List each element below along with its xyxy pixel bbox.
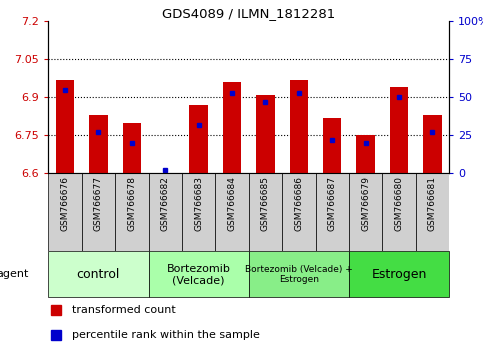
Bar	[315, 173, 349, 251]
Bar	[416, 173, 449, 251]
Bar	[383, 173, 416, 251]
Text: GSM766682: GSM766682	[161, 176, 170, 231]
Text: transformed count: transformed count	[72, 305, 176, 315]
Text: agent: agent	[0, 269, 28, 279]
Text: control: control	[77, 268, 120, 281]
Bar	[189, 105, 208, 173]
Bar	[56, 80, 74, 173]
Bar	[149, 173, 182, 251]
Text: GSM766677: GSM766677	[94, 176, 103, 231]
Text: Bortezomib
(Velcade): Bortezomib (Velcade)	[167, 263, 230, 285]
Bar	[149, 251, 249, 297]
Bar	[48, 251, 149, 297]
Text: GSM766679: GSM766679	[361, 176, 370, 231]
Bar	[423, 115, 441, 173]
Bar	[249, 251, 349, 297]
Text: GSM766685: GSM766685	[261, 176, 270, 231]
Bar	[282, 173, 315, 251]
Bar	[290, 80, 308, 173]
Bar	[323, 118, 341, 173]
Bar	[349, 251, 449, 297]
Bar	[256, 95, 275, 173]
Bar	[223, 82, 241, 173]
Bar	[82, 173, 115, 251]
Text: percentile rank within the sample: percentile rank within the sample	[72, 330, 260, 339]
Text: GSM766683: GSM766683	[194, 176, 203, 231]
Text: Bortezomib (Velcade) +
Estrogen: Bortezomib (Velcade) + Estrogen	[245, 265, 353, 284]
Text: Estrogen: Estrogen	[371, 268, 427, 281]
Bar	[215, 173, 249, 251]
Bar	[390, 87, 408, 173]
Bar	[123, 123, 141, 173]
Bar	[48, 173, 82, 251]
Bar	[115, 173, 149, 251]
Text: GSM766684: GSM766684	[227, 176, 237, 231]
Text: GSM766686: GSM766686	[294, 176, 303, 231]
Text: GSM766681: GSM766681	[428, 176, 437, 231]
Text: GSM766680: GSM766680	[395, 176, 404, 231]
Text: GSM766678: GSM766678	[128, 176, 136, 231]
Bar	[356, 135, 375, 173]
Bar	[89, 115, 108, 173]
Text: GSM766687: GSM766687	[328, 176, 337, 231]
Bar	[182, 173, 215, 251]
Text: GSM766676: GSM766676	[60, 176, 70, 231]
Bar	[249, 173, 282, 251]
Title: GDS4089 / ILMN_1812281: GDS4089 / ILMN_1812281	[162, 7, 335, 20]
Bar	[349, 173, 383, 251]
